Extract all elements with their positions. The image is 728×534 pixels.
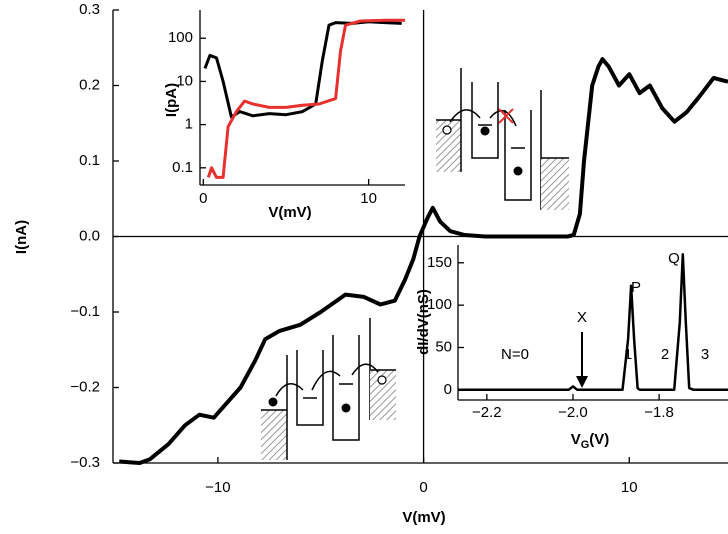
chart-2: 0 50 100 150 −2.2 −2.0 −1.8 dI/dV(nS) VG(V) N=0 X P… <box>415 245 728 451</box>
annotation: P <box>631 279 641 296</box>
x-tick-label: −1.8 <box>644 404 674 421</box>
y-tick-label: 50 <box>435 338 452 355</box>
y-tick-label: 100 <box>168 29 193 46</box>
annotation: Q <box>668 250 680 267</box>
x-axis-label-part: V <box>571 431 581 448</box>
y-tick-label: 0.1 <box>172 159 193 176</box>
annotation: X <box>577 309 587 326</box>
data-line <box>458 253 728 392</box>
y-axis-label: I(nA) <box>13 220 30 254</box>
y-tick-label: 150 <box>427 254 452 271</box>
annotation: 1 <box>624 346 632 363</box>
y-tick-label: 10 <box>176 72 193 89</box>
x-tick-label: 0 <box>419 479 427 496</box>
inset-background <box>456 245 728 400</box>
y-tick-label: 0 <box>444 381 452 398</box>
x-tick-label: 10 <box>360 190 377 207</box>
x-tick-label: −2.0 <box>558 404 588 421</box>
y-tick-label: −0.3 <box>70 454 100 471</box>
y-tick-label: −0.2 <box>70 378 100 395</box>
data-line <box>119 57 728 465</box>
x-axis-label: V(mV) <box>268 204 311 221</box>
y-tick-label: 100 <box>427 296 452 313</box>
y-tick-label: −0.1 <box>70 303 100 320</box>
schematic-upper <box>436 68 569 210</box>
annotation: 3 <box>701 346 709 363</box>
data-line <box>206 18 405 179</box>
y-tick-label: 0.2 <box>79 76 100 93</box>
inset-background <box>198 10 405 185</box>
arrow-head <box>576 376 588 388</box>
annotation: N=0 <box>501 346 529 363</box>
y-axis-label: dI/dV(nS) <box>415 289 432 355</box>
x-axis-label: V(mV) <box>402 509 445 526</box>
y-tick-label: 0.3 <box>79 1 100 18</box>
x-tick-label: 0 <box>199 190 207 207</box>
chart-0: 0.30.20.10.0−0.1−0.2−0.3−10 0 10I(nA)V(mV) <box>13 1 728 526</box>
x-axis-label-part: G <box>581 439 590 451</box>
x-tick-label: 10 <box>621 479 638 496</box>
x-tick-label: −2.2 <box>472 404 502 421</box>
x-tick-label: −10 <box>205 479 230 496</box>
x-axis-label-part: (V) <box>589 431 609 448</box>
y-axis-label: I(pA) <box>163 83 180 117</box>
annotation: 2 <box>661 346 669 363</box>
y-tick-label: 0.1 <box>79 152 100 169</box>
x-axis-label: VG(V) <box>571 431 610 451</box>
y-tick-label: 1 <box>185 116 193 133</box>
schematic-lower <box>261 318 396 460</box>
y-tick-label: 0.0 <box>79 227 100 244</box>
